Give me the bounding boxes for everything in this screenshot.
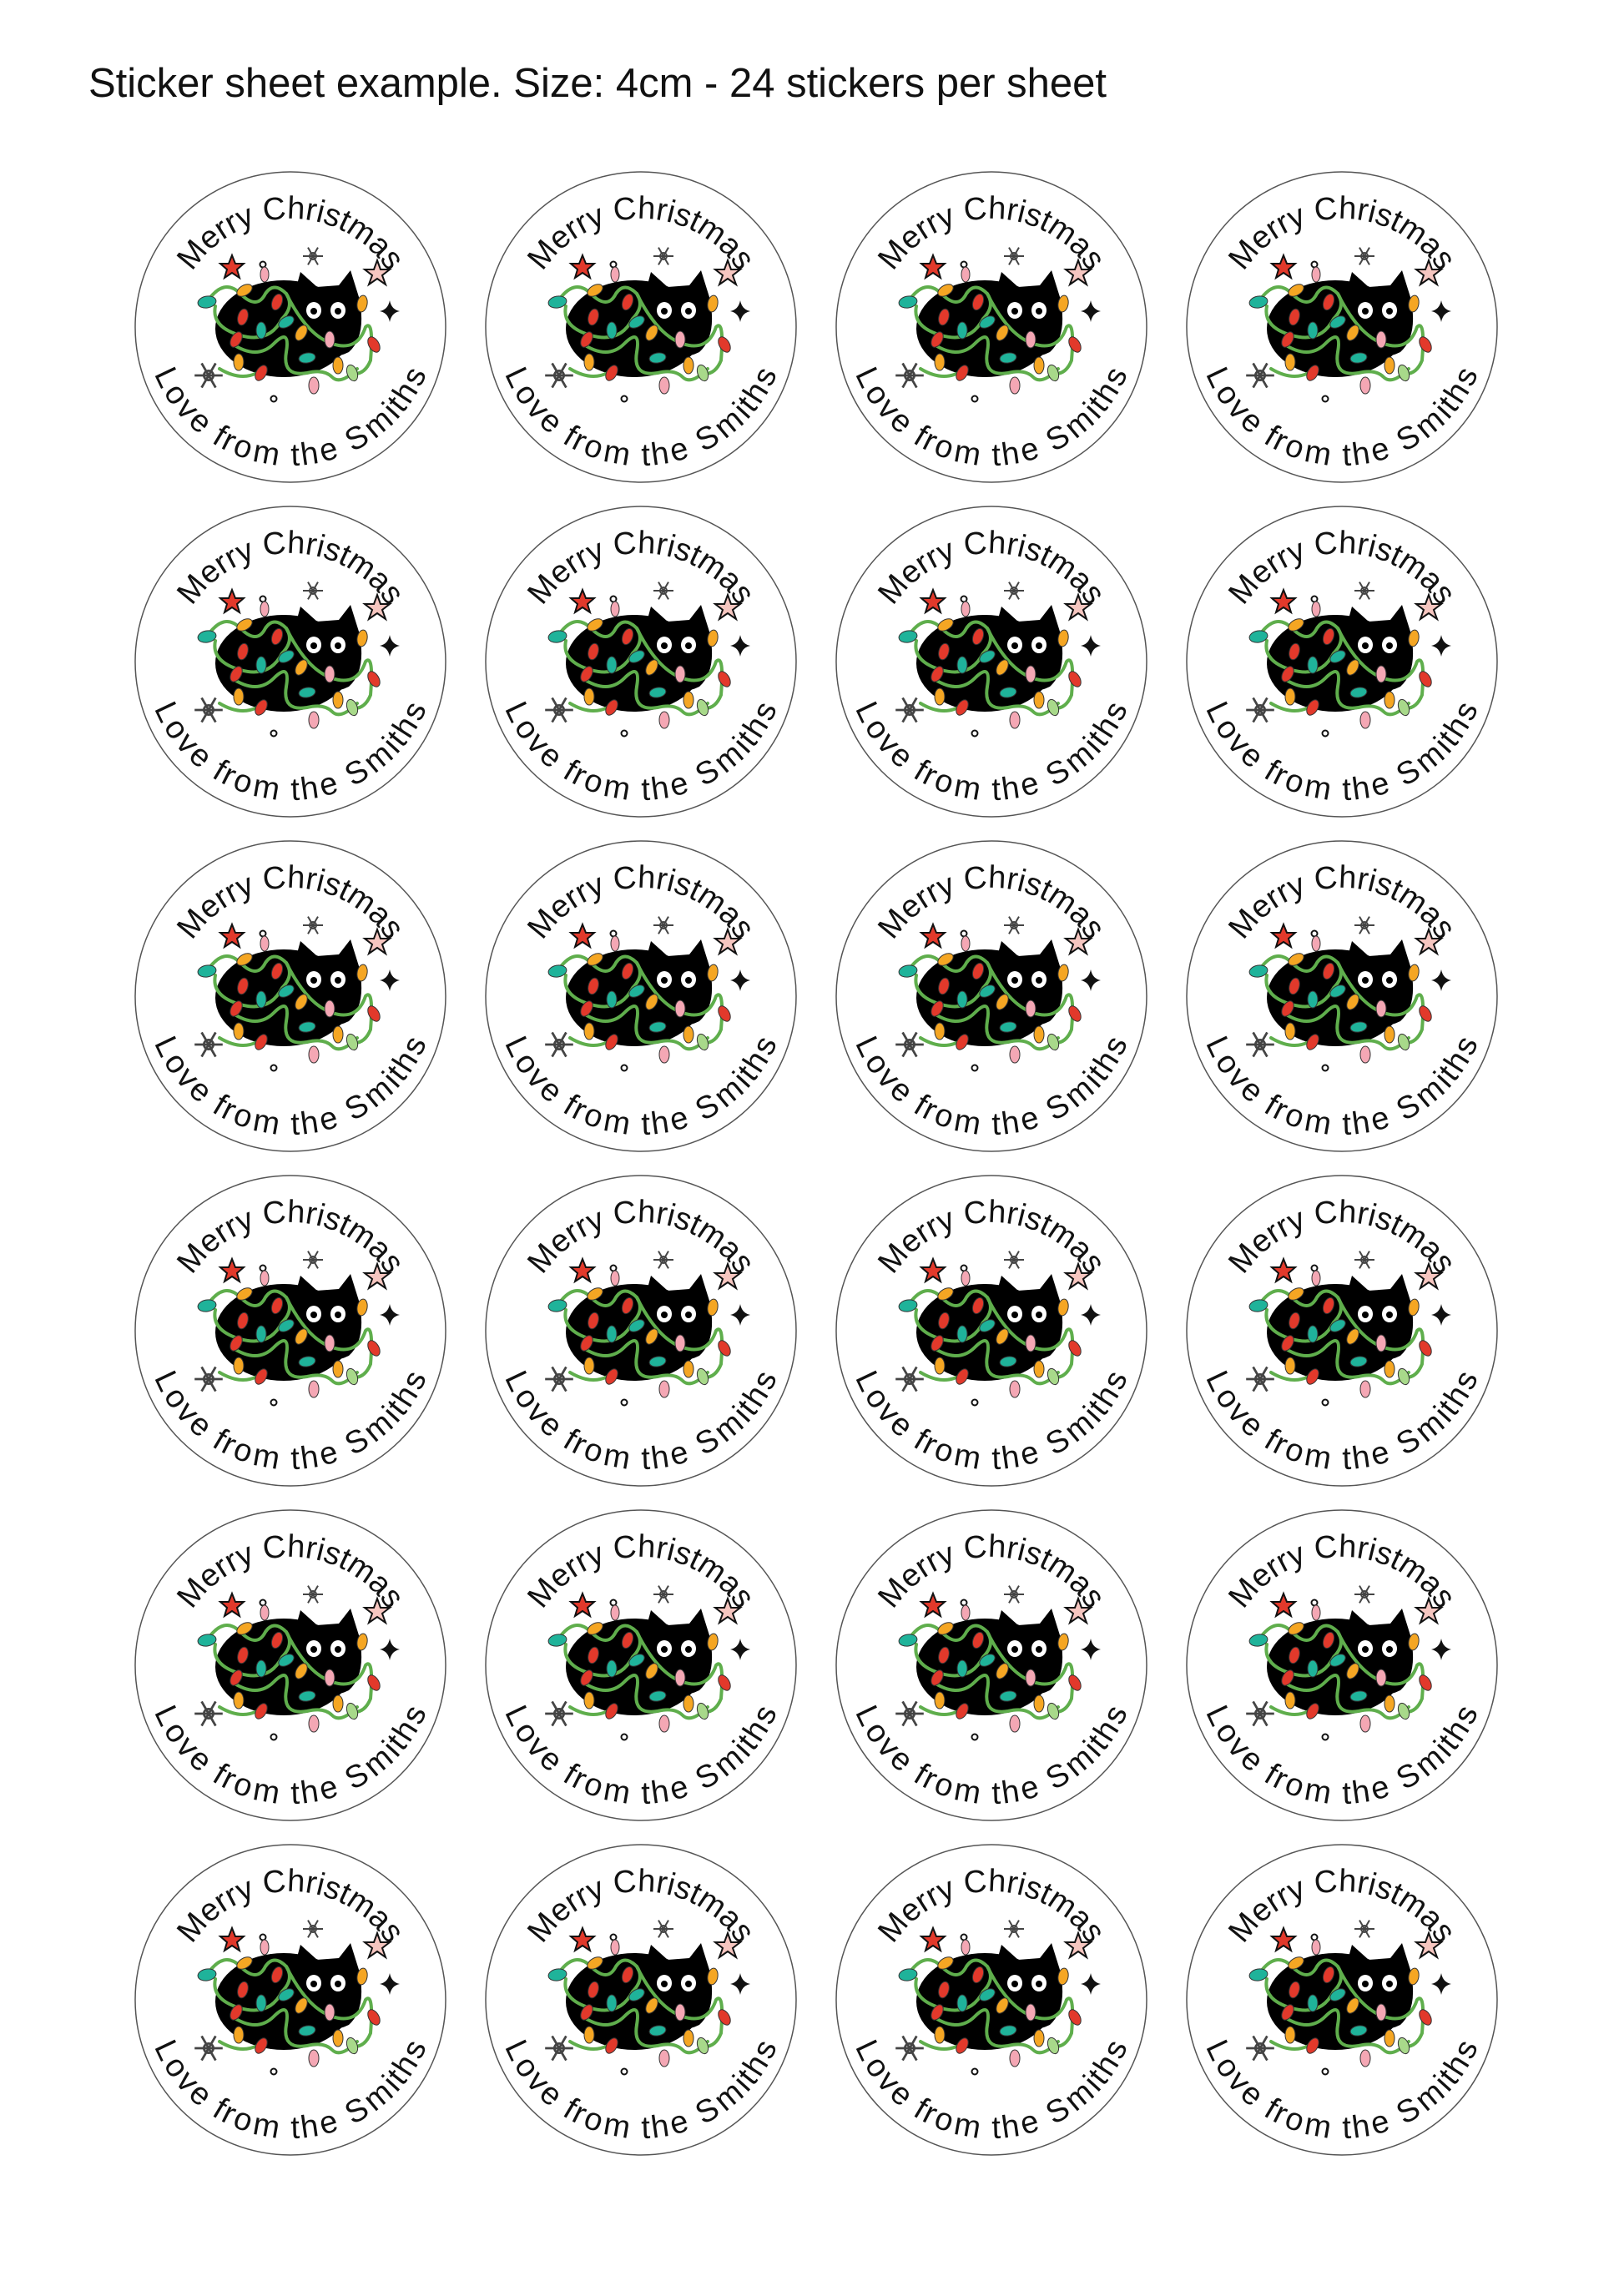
sheet-title: Sticker sheet example. Size: 4cm - 24 st… [88, 61, 1107, 106]
